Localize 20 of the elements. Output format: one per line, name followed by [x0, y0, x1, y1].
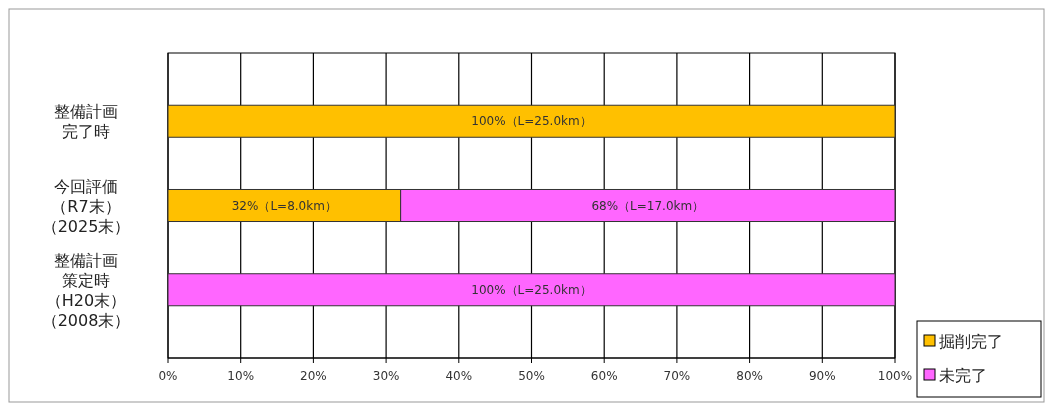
legend-label: 未完了 — [939, 365, 987, 385]
data-label: 68%（L=17.0km） — [591, 198, 705, 213]
y-tick-label: 整備計画完了時 — [54, 101, 118, 141]
y-tick-label: 今回評価（R7末）（2025末） — [41, 176, 131, 235]
x-tick-label: 30% — [372, 369, 400, 383]
x-tick-label: 10% — [227, 369, 255, 383]
data-label: 100%（L=25.0km） — [471, 282, 592, 297]
x-tick-label: 100% — [877, 369, 913, 383]
x-tick-label: 20% — [300, 369, 327, 383]
y-tick-label: 整備計画策定時（H20末）（2008末） — [41, 250, 131, 330]
data-label: 32%（L=8.0km） — [231, 198, 337, 213]
data-label: 100%（L=25.0km） — [471, 114, 592, 129]
x-tick-label: 40% — [445, 369, 473, 383]
x-tick-label: 0% — [158, 369, 178, 383]
x-tick-label: 50% — [518, 369, 545, 383]
x-tick-label: 80% — [736, 369, 763, 383]
legend-label: 掘削完了 — [939, 331, 1003, 351]
x-tick-label: 90% — [808, 369, 836, 383]
x-tick-label: 70% — [663, 369, 691, 383]
x-tick-label: 60% — [590, 369, 618, 383]
